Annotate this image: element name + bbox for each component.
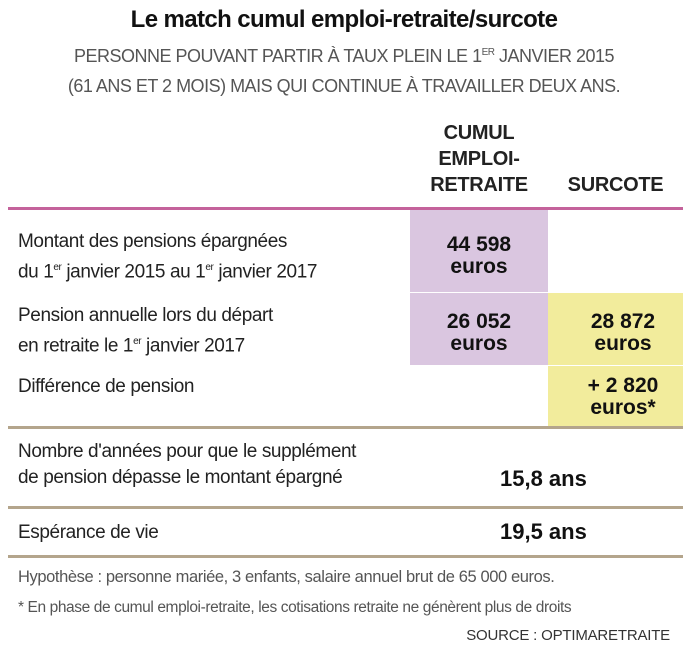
row-separator (548, 365, 683, 366)
label-line: Pension annuelle lors du départ (18, 305, 273, 326)
subtitle-line-2: (61 ANS ET 2 MOIS) MAIS QUI CONTINUE À T… (67, 76, 621, 96)
value-unit: euros (450, 332, 508, 355)
row-label-annees-rentabilite: Nombre d'années pour que le supplément d… (18, 439, 356, 491)
value-difference-surcote: + 2 820 euros* (548, 375, 688, 419)
label-line: Nombre d'années pour que le supplément (18, 441, 357, 462)
value-pensions-epargnees-cumul: 44 598 euros (410, 234, 548, 278)
value-amount: 44 598 (446, 233, 512, 256)
row-separator (410, 292, 683, 293)
label-text: janvier 2017 (213, 261, 318, 283)
label-text: janvier 2017 (141, 335, 245, 357)
label-text: janvier 2015 au 1 (61, 261, 206, 283)
section-rule (8, 555, 683, 558)
value-pension-annuelle-surcote: 28 872 euros (548, 311, 688, 355)
header-rule (8, 207, 683, 210)
source-credit: SOURCE : OPTIMARETRAITE (466, 627, 670, 644)
column-header-cumul: CUMUL EMPLOI- RETRAITE (410, 120, 548, 198)
row-label-esperance-vie: Espérance de vie (18, 522, 159, 543)
value-unit: euros (450, 255, 508, 278)
value-unit: euros* (590, 396, 656, 419)
column-header-line: RETRAITE (430, 174, 528, 196)
cumul-cell-bg (410, 210, 548, 365)
row-label-pension-annuelle: Pension annuelle lors du départ en retra… (18, 303, 273, 359)
surcote-cell-bg (548, 293, 683, 426)
value-amount: + 2 820 (587, 374, 659, 397)
value-unit: euros (594, 332, 652, 355)
row-label-pensions-epargnees: Montant des pensions épargnées du 1er ja… (18, 229, 317, 285)
value-annees-rentabilite: 15,8 ans (500, 466, 587, 491)
label-sup: er (205, 262, 214, 273)
value-amount: 28 872 (590, 310, 656, 333)
label-line: Montant des pensions épargnées (18, 231, 287, 252)
label-sup: er (133, 336, 142, 347)
subtitle-text: JANVIER 2015 (494, 46, 615, 66)
section-rule (8, 426, 683, 429)
subtitle-text: PERSONNE POUVANT PARTIR À TAUX PLEIN LE … (73, 46, 482, 66)
label-line: de pension dépasse le montant épargné (18, 467, 343, 488)
value-pension-annuelle-cumul: 26 052 euros (410, 311, 548, 355)
subtitle-line-1: PERSONNE POUVANT PARTIR À TAUX PLEIN LE … (0, 46, 688, 67)
label-line: du 1er janvier 2015 au 1er janvier 2017 (18, 255, 317, 285)
footnote: * En phase de cumul emploi-retraite, les… (18, 599, 572, 616)
subtitle-sup: ER (481, 47, 495, 58)
label-sup: er (53, 262, 62, 273)
row-label-difference: Différence de pension (18, 376, 195, 397)
label-text: en retraite le 1 (18, 335, 134, 357)
label-text: du 1 (18, 261, 54, 283)
column-header-line: CUMUL (443, 122, 515, 144)
section-rule (8, 506, 683, 509)
value-esperance-vie: 19,5 ans (500, 519, 587, 544)
label-line: en retraite le 1er janvier 2017 (18, 329, 273, 359)
column-header-surcote: SURCOTE (567, 174, 664, 196)
value-amount: 26 052 (446, 310, 512, 333)
chart-title: Le match cumul emploi-retraite/surcote (130, 6, 558, 33)
hypothesis-note: Hypothèse : personne mariée, 3 enfants, … (18, 568, 555, 586)
column-header-line: EMPLOI- (438, 148, 520, 170)
